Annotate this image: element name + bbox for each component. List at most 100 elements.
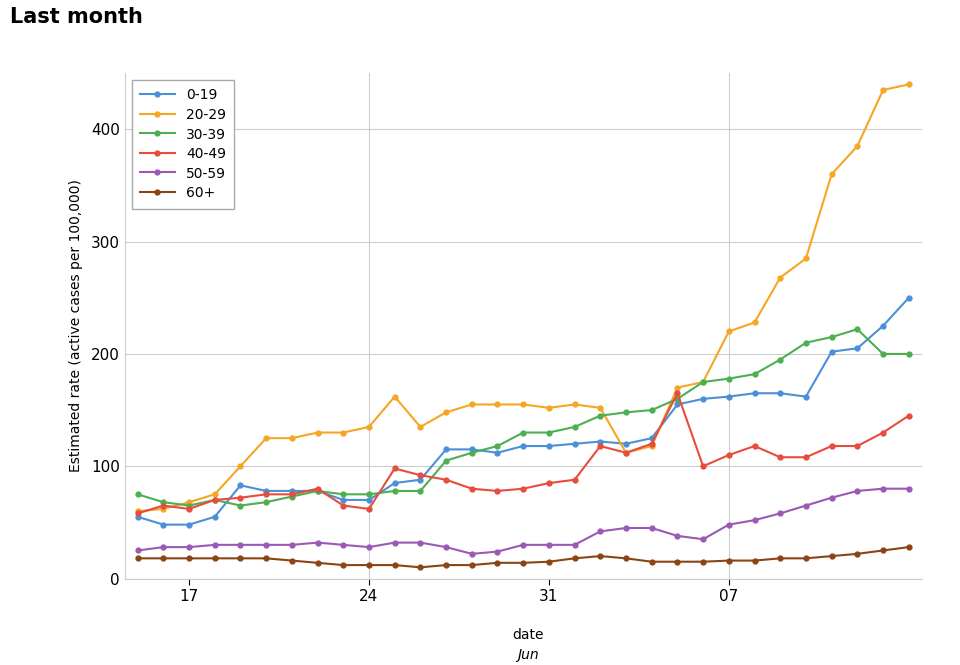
0-19 [234,481,246,489]
Text: date: date [513,628,543,642]
60+ [234,555,246,563]
0-19 [646,434,658,442]
20-29 [517,400,529,408]
50-59 [594,527,606,535]
60+ [569,555,581,563]
30-39 [441,457,452,465]
30-39 [543,428,555,436]
50-59 [517,541,529,549]
0-19 [697,395,708,403]
60+ [312,559,324,567]
60+ [363,561,374,569]
60+ [286,557,298,565]
Line: 30-39: 30-39 [135,327,911,508]
30-39 [569,423,581,431]
60+ [260,555,272,563]
30-39 [852,325,863,333]
0-19 [260,487,272,495]
40-49 [338,501,349,509]
20-29 [672,384,684,392]
50-59 [775,509,786,517]
0-19 [903,294,915,302]
20-29 [389,392,400,400]
40-49 [672,389,684,397]
40-49 [620,449,632,457]
20-29 [183,498,195,506]
50-59 [183,543,195,551]
20-29 [363,423,374,431]
60+ [492,559,503,567]
30-39 [234,501,246,509]
50-59 [492,547,503,555]
30-39 [466,449,477,457]
60+ [415,563,426,571]
50-59 [338,541,349,549]
0-19 [466,446,477,454]
Text: Jun
2021: Jun 2021 [511,648,545,665]
Line: 40-49: 40-49 [135,391,911,516]
60+ [183,555,195,563]
60+ [672,558,684,566]
40-49 [415,471,426,479]
0-19 [312,487,324,495]
0-19 [441,446,452,454]
40-49 [286,490,298,498]
50-59 [441,543,452,551]
20-29 [877,86,889,94]
60+ [903,543,915,551]
0-19 [569,440,581,448]
40-49 [826,442,837,450]
30-39 [826,333,837,341]
50-59 [234,541,246,549]
40-49 [749,442,760,450]
40-49 [801,454,812,462]
30-39 [672,395,684,403]
50-59 [877,485,889,493]
0-19 [801,392,812,400]
20-29 [234,462,246,470]
50-59 [672,532,684,540]
20-29 [646,442,658,450]
20-29 [826,170,837,178]
Line: 20-29: 20-29 [135,82,911,513]
40-49 [569,475,581,483]
0-19 [826,348,837,356]
0-19 [157,521,169,529]
40-49 [543,479,555,487]
20-29 [903,80,915,88]
Legend: 0-19, 20-29, 30-39, 40-49, 50-59, 60+: 0-19, 20-29, 30-39, 40-49, 50-59, 60+ [132,80,234,209]
0-19 [338,496,349,504]
30-39 [697,378,708,386]
0-19 [775,389,786,397]
Line: 60+: 60+ [135,545,911,570]
50-59 [852,487,863,495]
40-49 [363,505,374,513]
60+ [697,558,708,566]
40-49 [723,451,734,459]
0-19 [389,479,400,487]
50-59 [209,541,221,549]
0-19 [620,440,632,448]
60+ [620,555,632,563]
0-19 [415,475,426,483]
20-29 [441,408,452,416]
60+ [594,552,606,560]
60+ [801,555,812,563]
30-39 [749,370,760,378]
40-49 [697,462,708,470]
20-29 [415,423,426,431]
20-29 [338,428,349,436]
0-19 [852,344,863,352]
40-49 [183,505,195,513]
60+ [775,555,786,563]
30-39 [877,350,889,358]
40-49 [466,485,477,493]
0-19 [672,400,684,408]
30-39 [363,490,374,498]
40-49 [260,490,272,498]
60+ [852,550,863,558]
20-29 [594,404,606,412]
50-59 [260,541,272,549]
40-49 [517,485,529,493]
40-49 [852,442,863,450]
